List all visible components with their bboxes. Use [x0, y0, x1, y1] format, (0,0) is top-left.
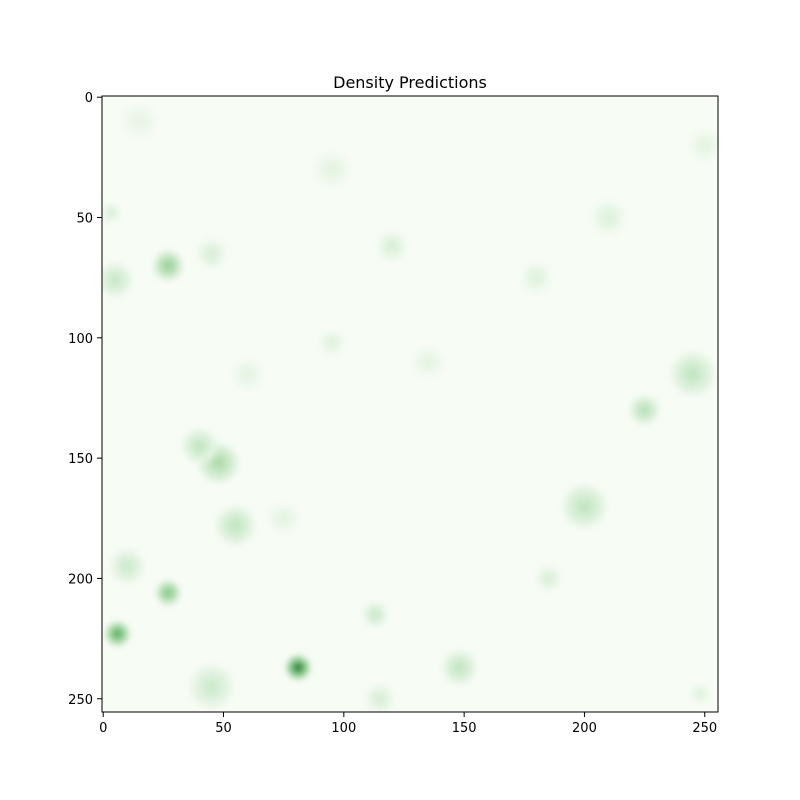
density-peak-3 — [153, 251, 183, 281]
x-tick-label: 0 — [99, 721, 107, 736]
density-peak-29 — [233, 359, 263, 389]
density-peak-ring — [701, 141, 709, 149]
density-peak-ring — [165, 589, 172, 596]
density-peak-15 — [189, 665, 234, 709]
density-peak-ring — [372, 611, 379, 618]
density-peak-ring — [280, 514, 288, 522]
density-peak-ring — [114, 630, 121, 637]
density-peak-ring — [195, 441, 204, 451]
density-peak-ring — [532, 274, 540, 282]
density-peak-10 — [562, 484, 607, 528]
heatmap-plot-area — [102, 96, 718, 712]
heatmap-cells — [102, 104, 718, 712]
density-peak-ring — [135, 117, 144, 126]
density-peak-ring — [213, 458, 224, 468]
density-peak-ring — [604, 213, 613, 222]
density-peak-ring — [164, 262, 172, 270]
density-peak-ring — [327, 165, 337, 174]
density-peak-ring — [230, 520, 241, 531]
x-tick-label: 50 — [215, 721, 232, 736]
density-peak-ring — [388, 242, 396, 250]
density-peak-ring — [295, 664, 302, 671]
density-peak-28 — [122, 104, 157, 139]
y-tick-label: 0 — [85, 91, 93, 106]
density-peak-23 — [521, 263, 551, 293]
density-peak-ring — [206, 681, 217, 693]
density-peak-26 — [269, 503, 299, 533]
density-peak-ring — [207, 250, 216, 258]
heatmap-background — [102, 96, 718, 712]
y-tick-label: 250 — [68, 693, 93, 708]
x-tick-label: 150 — [452, 721, 477, 736]
y-tick-label: 200 — [68, 572, 93, 587]
density-peak-7 — [102, 263, 133, 297]
density-peak-ring — [697, 691, 703, 697]
density-peak-ring — [579, 500, 590, 512]
plot-frame — [101, 95, 719, 713]
density-peak-ring — [111, 275, 120, 285]
density-peak-9 — [630, 395, 660, 425]
density-peak-13 — [363, 602, 388, 627]
x-tick-label: 250 — [692, 721, 717, 736]
density-peak-6 — [216, 506, 255, 545]
density-peak-ring — [687, 368, 699, 380]
density-peak-ring — [641, 406, 649, 414]
density-peak-11 — [671, 352, 715, 396]
y-axis: 0 50 100 150 200 250 — [68, 91, 102, 708]
density-peak-0 — [286, 655, 311, 680]
y-tick-label: 50 — [76, 212, 93, 227]
density-peak-ring — [455, 663, 464, 672]
density-peak-20 — [536, 566, 561, 591]
chart-title: Density Predictions — [333, 73, 487, 92]
density-peak-21 — [102, 203, 121, 223]
density-peak-5 — [182, 429, 217, 463]
density-peak-8 — [110, 549, 145, 584]
density-peak-22 — [591, 200, 626, 235]
x-tick-label: 100 — [331, 721, 356, 736]
density-peak-ring — [123, 562, 132, 571]
density-peak-1 — [105, 621, 130, 646]
density-peak-16 — [197, 239, 226, 269]
density-peak-ring — [243, 370, 252, 378]
density-peak-ring — [328, 339, 335, 346]
density-peak-18 — [319, 330, 344, 355]
density-peak-ring — [108, 210, 113, 216]
density-peak-14 — [365, 684, 395, 712]
density-peak-ring — [376, 695, 384, 703]
y-tick-label: 100 — [68, 332, 93, 347]
density-peak-ring — [545, 575, 552, 582]
density-peak-17 — [377, 231, 407, 261]
density-peak-19 — [413, 347, 443, 377]
density-peak-24 — [314, 152, 349, 187]
x-axis: 0 50 100 150 200 250 — [99, 712, 717, 736]
density-peak-ring — [424, 358, 432, 366]
y-tick-label: 150 — [68, 452, 93, 467]
x-tick-label: 200 — [572, 721, 597, 736]
density-peak-12 — [442, 650, 477, 685]
density-peak-2 — [156, 580, 181, 605]
density-peak-25 — [690, 130, 718, 160]
density-peak-27 — [690, 684, 710, 704]
